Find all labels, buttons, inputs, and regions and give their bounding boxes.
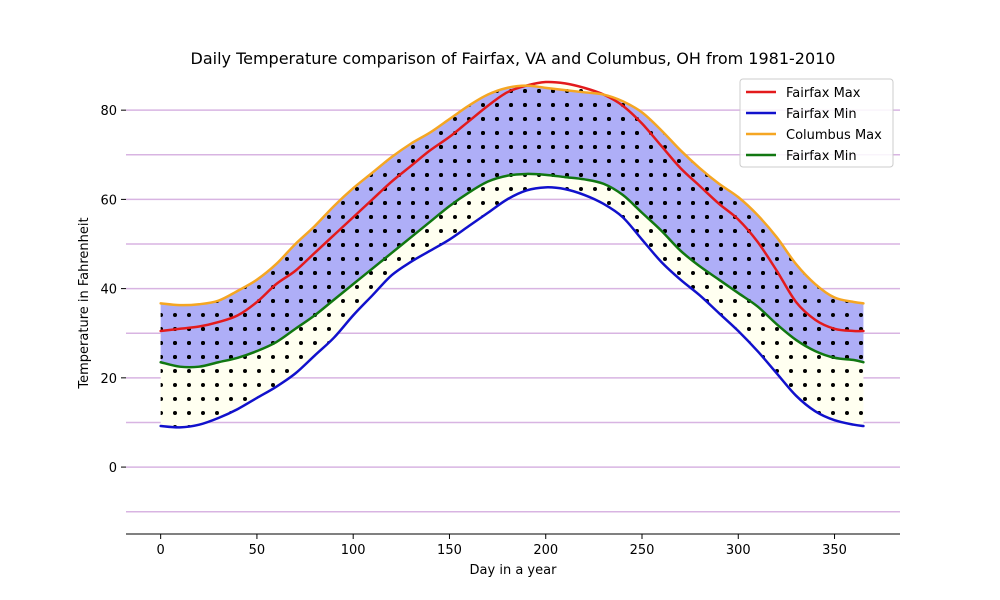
x-tick-label: 0 — [157, 543, 165, 558]
legend-label: Fairfax Max — [786, 86, 861, 101]
x-tick-label: 100 — [341, 543, 366, 558]
series-line-3 — [159, 84, 865, 307]
x-tick-label: 150 — [437, 543, 462, 558]
legend: Fairfax Max Fairfax Min Columbus Max Fairfa… — [739, 78, 894, 168]
legend-label: Fairfax Min — [786, 149, 857, 164]
x-tick-label: 250 — [630, 543, 655, 558]
y-tick-label: 20 — [100, 372, 117, 387]
y-tick-label: 40 — [100, 283, 117, 298]
y-tick-label: 0 — [109, 461, 117, 476]
series-line-1 — [159, 80, 865, 333]
series-lines — [159, 80, 865, 429]
series-line-4 — [159, 172, 865, 369]
x-ticks: 0 50 100 150 200 250 300 350 — [157, 534, 847, 558]
chart-title: Daily Temperature comparison of Fairfax,… — [191, 49, 836, 68]
legend-label: Columbus Max — [786, 128, 882, 143]
y-tick-label: 60 — [100, 193, 117, 208]
x-tick-label: 350 — [822, 543, 847, 558]
legend-label: Fairfax Min — [786, 107, 857, 122]
series-line-2 — [159, 186, 865, 429]
y-ticks: 0 20 40 60 80 — [100, 104, 126, 476]
y-axis-label: Temperature in Fahrenheit — [77, 217, 92, 389]
x-axis-label: Day in a year — [470, 563, 558, 578]
x-tick-label: 50 — [249, 543, 266, 558]
y-tick-label: 80 — [100, 104, 117, 119]
x-tick-label: 200 — [533, 543, 558, 558]
x-tick-label: 300 — [726, 543, 751, 558]
legend-box — [739, 78, 894, 168]
